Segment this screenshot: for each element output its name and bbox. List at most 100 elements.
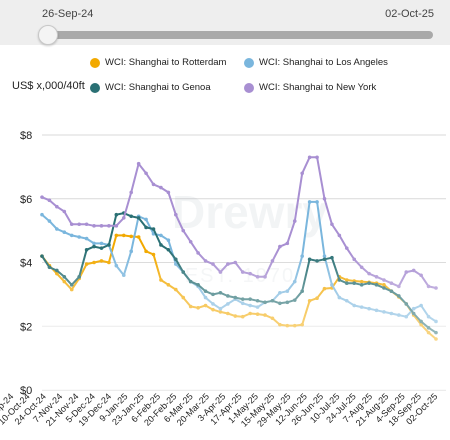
data-point[interactable]: [404, 270, 409, 274]
data-point[interactable]: [292, 323, 297, 328]
data-point[interactable]: [196, 305, 200, 310]
data-point[interactable]: [203, 289, 208, 293]
data-point[interactable]: [114, 263, 119, 268]
data-point[interactable]: [315, 259, 319, 263]
data-point[interactable]: [62, 275, 67, 279]
data-point[interactable]: [77, 235, 81, 239]
data-point[interactable]: [322, 257, 327, 262]
data-point[interactable]: [77, 275, 81, 279]
data-point[interactable]: [121, 273, 126, 278]
data-point[interactable]: [397, 294, 401, 298]
data-point[interactable]: [344, 281, 349, 286]
data-point[interactable]: [285, 323, 290, 328]
data-point[interactable]: [300, 322, 304, 327]
legend-item-genoa[interactable]: WCI: Shanghai to Genoa: [90, 82, 211, 93]
data-point[interactable]: [84, 236, 89, 241]
data-point[interactable]: [47, 219, 52, 223]
data-point[interactable]: [404, 314, 409, 319]
data-point[interactable]: [382, 283, 386, 287]
data-point[interactable]: [426, 326, 431, 330]
data-point[interactable]: [330, 222, 334, 227]
data-point[interactable]: [315, 155, 319, 160]
data-point[interactable]: [337, 278, 342, 282]
data-point[interactable]: [99, 259, 104, 263]
data-point[interactable]: [307, 200, 312, 204]
data-point[interactable]: [292, 279, 297, 284]
data-point[interactable]: [129, 249, 134, 254]
data-point[interactable]: [166, 283, 171, 287]
data-point[interactable]: [255, 275, 260, 279]
data-point[interactable]: [278, 244, 282, 249]
data-point[interactable]: [40, 195, 44, 199]
data-point[interactable]: [285, 289, 290, 293]
data-point[interactable]: [144, 249, 148, 254]
data-point[interactable]: [248, 311, 252, 316]
data-point[interactable]: [344, 278, 349, 282]
data-point[interactable]: [330, 255, 334, 260]
data-point[interactable]: [292, 219, 297, 223]
data-point[interactable]: [159, 243, 163, 247]
data-point[interactable]: [114, 224, 119, 228]
data-point[interactable]: [47, 198, 52, 203]
data-point[interactable]: [359, 279, 364, 284]
data-point[interactable]: [211, 292, 215, 297]
data-point[interactable]: [203, 295, 208, 300]
data-point[interactable]: [367, 271, 371, 276]
data-point[interactable]: [389, 289, 394, 293]
data-point[interactable]: [434, 337, 438, 341]
data-point[interactable]: [107, 260, 111, 265]
data-point[interactable]: [315, 296, 319, 301]
data-point[interactable]: [92, 241, 96, 246]
data-point[interactable]: [263, 313, 267, 317]
data-point[interactable]: [181, 295, 186, 300]
data-point[interactable]: [174, 287, 178, 292]
data-point[interactable]: [359, 265, 364, 270]
data-point[interactable]: [248, 271, 252, 276]
data-point[interactable]: [233, 295, 238, 300]
data-point[interactable]: [69, 233, 74, 238]
data-point[interactable]: [226, 302, 230, 306]
data-point[interactable]: [188, 304, 193, 309]
data-point[interactable]: [121, 216, 126, 220]
data-point[interactable]: [107, 243, 111, 247]
data-point[interactable]: [77, 222, 81, 227]
data-point[interactable]: [270, 298, 275, 303]
data-point[interactable]: [359, 283, 364, 287]
data-point[interactable]: [99, 241, 104, 246]
data-point[interactable]: [226, 262, 230, 266]
data-point[interactable]: [248, 303, 252, 308]
data-point[interactable]: [55, 204, 59, 209]
data-point[interactable]: [174, 257, 178, 262]
data-point[interactable]: [374, 283, 379, 287]
data-point[interactable]: [129, 214, 134, 219]
data-point[interactable]: [307, 257, 312, 262]
data-point[interactable]: [129, 234, 134, 239]
data-point[interactable]: [374, 308, 379, 313]
data-point[interactable]: [434, 286, 438, 290]
data-point[interactable]: [285, 300, 290, 305]
data-point[interactable]: [270, 316, 275, 321]
data-point[interactable]: [344, 246, 349, 250]
data-point[interactable]: [389, 281, 394, 286]
data-point[interactable]: [382, 286, 386, 290]
data-point[interactable]: [411, 306, 416, 311]
data-point[interactable]: [99, 224, 104, 228]
data-point[interactable]: [255, 305, 260, 309]
data-point[interactable]: [40, 212, 44, 217]
data-point[interactable]: [434, 330, 438, 335]
data-point[interactable]: [55, 227, 59, 231]
data-point[interactable]: [92, 244, 96, 249]
data-point[interactable]: [151, 227, 156, 231]
data-point[interactable]: [114, 233, 119, 238]
data-point[interactable]: [240, 297, 245, 301]
data-point[interactable]: [397, 313, 401, 317]
data-point[interactable]: [263, 275, 267, 279]
data-point[interactable]: [211, 262, 215, 266]
data-point[interactable]: [181, 270, 186, 274]
data-point[interactable]: [69, 222, 74, 227]
data-point[interactable]: [136, 235, 141, 239]
data-point[interactable]: [337, 295, 342, 300]
data-point[interactable]: [159, 233, 163, 238]
data-point[interactable]: [426, 330, 431, 335]
data-point[interactable]: [352, 281, 357, 286]
